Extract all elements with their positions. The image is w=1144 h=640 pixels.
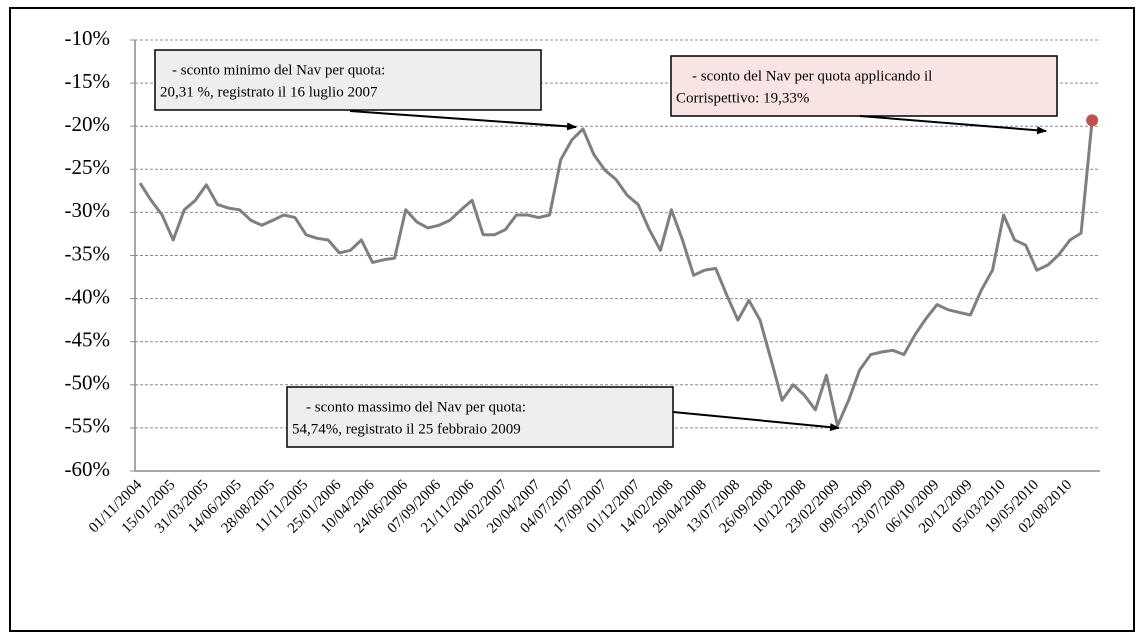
annotation-text: - sconto minimo del Nav per quota:	[172, 62, 385, 78]
y-tick-label: -15%	[65, 69, 111, 93]
annotation-text: - sconto del Nav per quota applicando il	[692, 68, 932, 84]
annotations: - sconto minimo del Nav per quota: 20,31…	[154, 49, 1058, 448]
annotation-box	[670, 55, 1058, 117]
annotation-box	[286, 386, 674, 448]
y-tick-label: -10%	[65, 26, 111, 50]
y-tick-label: -30%	[65, 198, 111, 222]
line-series	[138, 120, 1094, 428]
annotation-arrow	[349, 110, 577, 131]
y-tick-label: -55%	[65, 414, 111, 438]
annotation-text: 20,31 %, registrato il 16 luglio 2007	[160, 84, 378, 100]
annotation-arrow	[859, 115, 1047, 135]
annotation-arrow	[672, 411, 840, 432]
annotation-text: 54,74%, registrato il 25 febbraio 2009	[292, 421, 521, 437]
y-tick-label: -20%	[65, 112, 111, 136]
y-tick-label: -40%	[65, 284, 111, 308]
y-tick-label: -35%	[65, 241, 111, 265]
end-point	[1086, 114, 1099, 127]
annotation-box	[154, 49, 542, 111]
y-tick-label: -60%	[65, 457, 111, 481]
y-tick-label: -45%	[65, 328, 111, 352]
annotation-text: - sconto massimo del Nav per quota:	[306, 399, 526, 415]
y-tick-label: -25%	[65, 155, 111, 179]
annotation-text: Corrispettivo: 19,33%	[676, 90, 809, 106]
y-tick-label: -50%	[65, 371, 111, 395]
